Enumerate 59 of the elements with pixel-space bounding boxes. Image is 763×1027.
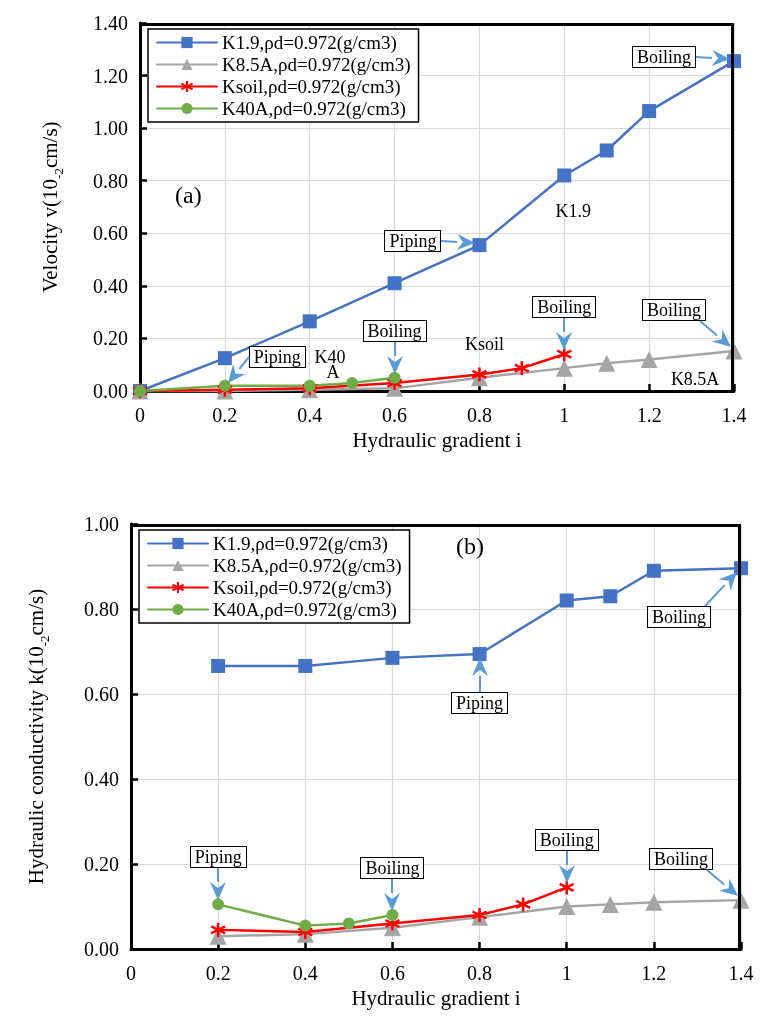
- x-tick-label: 0.8: [466, 404, 492, 426]
- y-axis-title: Hydraulic conductivity k(10-2cm/s): [24, 588, 52, 885]
- y-tick-label: 1.40: [93, 12, 128, 34]
- y-tick-label: 0.60: [93, 222, 128, 245]
- annotation: Boiling: [642, 299, 707, 322]
- x-tick-label: 0.6: [379, 962, 405, 984]
- annotation: Piping: [248, 345, 306, 368]
- x-tick-label: 1.2: [636, 404, 662, 426]
- x-tick-label: 0.6: [382, 404, 408, 426]
- y-tick-label: 0.80: [84, 598, 119, 620]
- x-tick-label: 0: [126, 962, 136, 984]
- y-tick-label: 0.80: [93, 169, 128, 192]
- y-axis-title: Velocity v(10-2cm/s): [38, 121, 66, 293]
- y-tick-label: 0.00: [93, 380, 128, 402]
- annotation: Piping: [384, 230, 442, 253]
- x-tick-label: 0: [135, 404, 145, 426]
- legend-label: K1.9,ρd=0.972(g/cm3): [213, 533, 388, 555]
- y-tick-label: 0.60: [84, 683, 119, 705]
- x-tick-label: 1.4: [721, 404, 747, 426]
- legend-label: Ksoil,ρd=0.972(g/cm3): [213, 577, 392, 599]
- legend-label: K8.5A,ρd=0.972(g/cm3): [213, 555, 402, 577]
- x-tick-label: 1: [559, 404, 570, 426]
- annotation: Piping: [451, 692, 509, 715]
- y-tick-label: 0.40: [93, 274, 128, 297]
- legend-label: Ksoil,ρd=0.972(g/cm3): [222, 76, 401, 98]
- x-tick-label: 1.4: [728, 962, 754, 984]
- annotation: K1.9: [555, 200, 592, 221]
- x-tick-label: 0.4: [297, 404, 323, 426]
- y-tick-label: 0.40: [84, 768, 119, 790]
- annotation: Boiling: [632, 46, 697, 69]
- x-axis-title: Hydraulic gradient i: [352, 428, 522, 453]
- text: (a): [175, 182, 202, 208]
- y-tick-label: 1.00: [93, 117, 128, 140]
- legend-label: K40A,ρd=0.972(g/cm3): [222, 98, 406, 120]
- x-axis-title: Hydraulic gradient i: [351, 986, 521, 1011]
- x-tick-label: 0.2: [205, 962, 231, 984]
- x-tick-label: 0.8: [467, 962, 493, 984]
- legend-label: K1.9,ρd=0.972(g/cm3): [222, 32, 397, 54]
- x-tick-label: 0.2: [212, 404, 238, 426]
- annotation: Boiling: [532, 296, 597, 319]
- annotation: Boiling: [647, 606, 712, 629]
- annotation: Boiling: [362, 319, 427, 342]
- annotation: K8.5A: [670, 369, 720, 390]
- annotation: Ksoil: [465, 333, 505, 354]
- y-tick-label: 1.20: [93, 64, 128, 87]
- annotation: Boiling: [360, 857, 425, 879]
- annotation: Boiling: [649, 848, 714, 871]
- x-tick-label: 0.4: [292, 962, 318, 984]
- y-tick-label: 1.00: [84, 513, 119, 535]
- y-tick-label: 0.20: [93, 327, 128, 350]
- x-tick-label: 1: [561, 962, 572, 984]
- x-tick-label: 1.2: [641, 962, 667, 984]
- annotation: Boiling: [534, 829, 599, 852]
- annotation: Piping: [189, 846, 247, 869]
- y-tick-label: 0.20: [84, 853, 119, 875]
- legend-label: K8.5A,ρd=0.972(g/cm3): [222, 54, 411, 76]
- y-tick-label: 0.00: [84, 938, 119, 960]
- chart-title: (b): [456, 533, 484, 559]
- legend-label: K40A,ρd=0.972(g/cm3): [213, 599, 397, 621]
